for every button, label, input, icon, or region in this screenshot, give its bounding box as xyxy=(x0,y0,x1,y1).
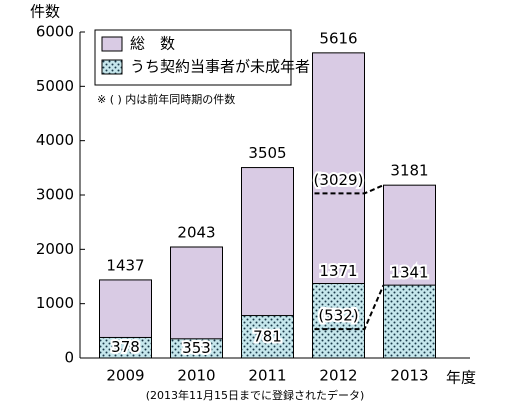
x-axis-label: 年度 xyxy=(446,369,476,387)
previous-period-label: (3029) xyxy=(314,171,364,189)
data-label: 3181 xyxy=(390,162,428,180)
x-tick-label: 2009 xyxy=(106,367,144,385)
footnote: (2013年11月15日までに登録されたデータ) xyxy=(146,388,365,402)
y-tick-label: 4000 xyxy=(36,131,74,149)
y-tick-label: 6000 xyxy=(36,23,74,41)
legend-swatch xyxy=(101,59,123,75)
data-label: 5616 xyxy=(319,29,357,47)
legend-label: うち契約当事者が未成年者 xyxy=(130,58,310,76)
data-label: 2043 xyxy=(177,223,215,241)
previous-period-line xyxy=(314,284,385,331)
previous-period-label: (532) xyxy=(318,307,358,325)
data-label: 1437 xyxy=(106,256,144,274)
legend-swatch xyxy=(101,36,123,52)
legend-label: 総 数 xyxy=(130,35,175,53)
data-label: 1341 xyxy=(390,264,428,282)
legend-box xyxy=(94,29,292,86)
y-tick-label: 3000 xyxy=(36,186,74,204)
data-label: 353 xyxy=(182,339,211,357)
data-label: 1371 xyxy=(319,262,357,280)
bar xyxy=(170,338,223,359)
x-tick-label: 2013 xyxy=(390,367,428,385)
y-tick-label: 1000 xyxy=(36,294,74,312)
data-label: 781 xyxy=(253,327,282,345)
y-tick-label: 0 xyxy=(64,349,74,367)
y-tick-label: 2000 xyxy=(36,240,74,258)
note: ※ ( ) 内は前年同時期の件数 xyxy=(97,92,235,106)
previous-period-line xyxy=(314,184,384,195)
y-tick-label: 5000 xyxy=(36,77,74,95)
x-tick-label: 2011 xyxy=(248,367,286,385)
bar xyxy=(99,336,152,359)
bar xyxy=(383,284,436,359)
bar xyxy=(312,283,365,359)
x-tick-label: 2010 xyxy=(177,367,215,385)
x-tick-label: 2012 xyxy=(319,367,357,385)
data-label: 378 xyxy=(111,338,140,356)
y-axis-label: 件数 xyxy=(30,3,60,21)
data-label: 3505 xyxy=(248,144,286,162)
bar xyxy=(241,315,294,359)
